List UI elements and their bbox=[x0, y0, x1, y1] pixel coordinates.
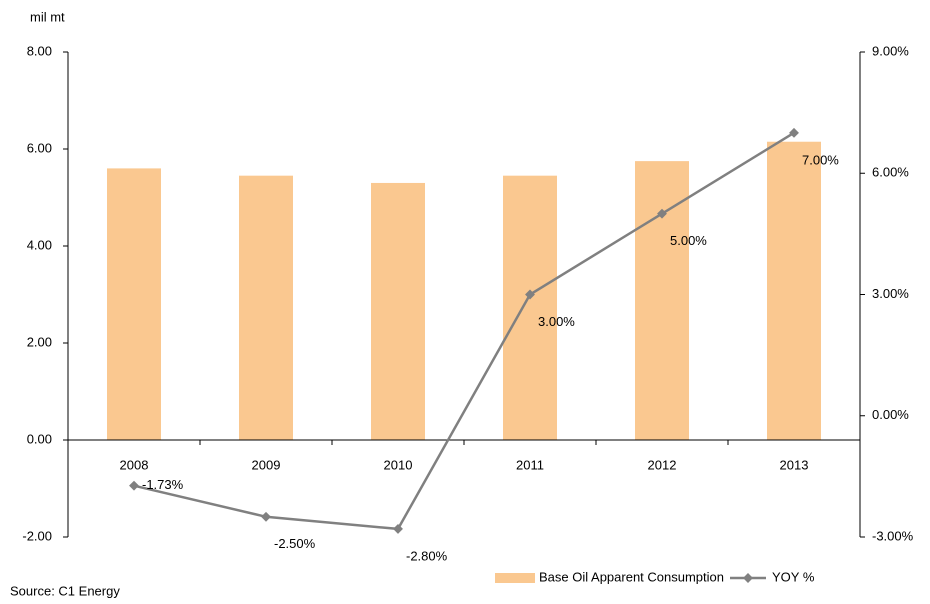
x-tick-label: 2010 bbox=[384, 457, 413, 472]
data-label: 3.00% bbox=[538, 314, 575, 329]
y2-tick-label: 3.00% bbox=[872, 286, 909, 301]
line bbox=[133, 131, 795, 531]
legend-label: YOY % bbox=[772, 569, 815, 584]
line-marker bbox=[789, 127, 799, 138]
data-label: -2.80% bbox=[406, 548, 448, 563]
y2-tick-label: -3.00% bbox=[872, 528, 914, 543]
y-tick-label: 8.00 bbox=[27, 43, 52, 58]
bar bbox=[107, 168, 161, 440]
source: Source: C1 Energy bbox=[10, 583, 120, 598]
x-tick-label: 2011 bbox=[516, 457, 544, 472]
y-tick-label: -2.00 bbox=[22, 528, 52, 543]
line-marker bbox=[657, 208, 667, 219]
x-tick-label: 2009 bbox=[252, 457, 281, 472]
x-tick-label: 2008 bbox=[120, 457, 149, 472]
legend-marker bbox=[743, 573, 753, 583]
bar bbox=[635, 161, 689, 440]
bar bbox=[767, 141, 821, 440]
line-marker bbox=[129, 480, 139, 491]
y-tick-label: 6.00 bbox=[27, 140, 52, 155]
data-label: -1.73% bbox=[142, 477, 184, 492]
line-marker bbox=[261, 511, 271, 522]
bar bbox=[503, 175, 557, 441]
x-tick-label: 2013 bbox=[780, 457, 809, 472]
y2-tick-label: 0.00% bbox=[872, 407, 909, 422]
y-axis-title: mil mt bbox=[30, 9, 65, 24]
bar bbox=[239, 175, 293, 441]
x-tick-label: 2012 bbox=[648, 457, 677, 472]
y-tick-label: 0.00 bbox=[27, 431, 52, 446]
legend-label: Base Oil Apparent Consumption bbox=[539, 569, 724, 584]
data-label: 7.00% bbox=[802, 152, 839, 167]
y-tick-label: 4.00 bbox=[27, 237, 52, 252]
data-label: 5.00% bbox=[670, 233, 707, 248]
data-label: -2.50% bbox=[274, 536, 316, 551]
y2-tick-label: 9.00% bbox=[872, 43, 909, 58]
line-marker bbox=[525, 289, 535, 300]
line-marker bbox=[393, 523, 403, 534]
bar bbox=[371, 182, 425, 440]
y2-tick-label: 6.00% bbox=[872, 165, 909, 180]
legend-swatch bbox=[495, 573, 535, 583]
y-tick-label: 2.00 bbox=[27, 334, 52, 349]
